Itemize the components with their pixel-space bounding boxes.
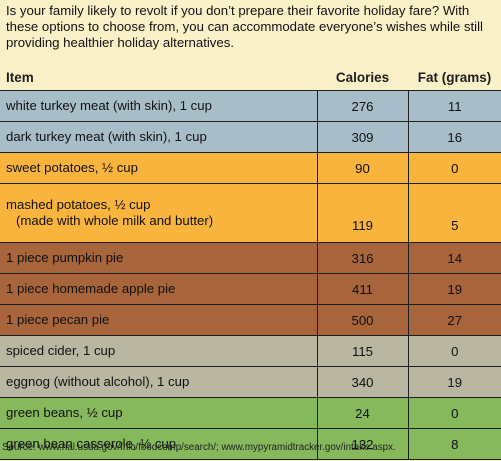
table-row: 1 piece pecan pie 500 27 [0, 304, 501, 336]
item-label-detail: (made with whole milk and butter) [16, 213, 214, 228]
calories-cell: 411 [316, 273, 408, 305]
table-row: green beans, ½ cup 24 0 [0, 397, 501, 429]
fat-cell: 19 [407, 273, 501, 305]
table-row: green bean casserole, ½ cup 132 8 [0, 428, 501, 460]
holiday-food-table: Item Calories Fat (grams) white turkey m… [0, 64, 501, 460]
header-item: Item [0, 64, 317, 91]
fat-cell: 27 [407, 304, 501, 336]
calories-cell: 316 [316, 242, 408, 274]
item-cell: sweet potatoes, ½ cup [0, 152, 317, 184]
calories-cell: 309 [316, 121, 408, 153]
item-label: eggnog (without alcohol), 1 cup [6, 374, 190, 389]
item-cell: green beans, ½ cup [0, 397, 317, 429]
calories-cell: 340 [316, 366, 408, 398]
item-label: 1 piece pumpkin pie [6, 250, 124, 265]
item-label: sweet potatoes, ½ cup [6, 160, 138, 175]
source-note: Source: www.nal.usda.gov/fnic/foodcomp/s… [2, 442, 396, 453]
item-label: green beans, ½ cup [6, 405, 123, 420]
header-calories: Calories [317, 64, 408, 91]
table-row: 1 piece homemade apple pie 411 19 [0, 273, 501, 305]
calories-cell: 24 [316, 397, 408, 429]
calories-cell: 276 [316, 90, 408, 122]
calories-cell: 90 [316, 152, 408, 184]
fat-cell: 11 [407, 90, 501, 122]
item-cell: 1 piece homemade apple pie [0, 273, 317, 305]
fat-cell: 19 [407, 366, 501, 398]
table-row: spiced cider, 1 cup 115 0 [0, 335, 501, 367]
fat-cell: 0 [407, 397, 501, 429]
item-label: white turkey meat (with skin), 1 cup [6, 98, 212, 113]
calories-cell: 115 [316, 335, 408, 367]
fat-cell: 0 [407, 335, 501, 367]
fat-cell: 14 [407, 242, 501, 274]
header-fat: Fat (grams) [408, 64, 501, 91]
table-row: sweet potatoes, ½ cup 90 0 [0, 152, 501, 184]
item-cell: green bean casserole, ½ cup [0, 428, 317, 460]
item-label: 1 piece pecan pie [6, 312, 110, 327]
item-label: dark turkey meat (with skin), 1 cup [6, 129, 207, 144]
calories-cell: 132 [316, 428, 408, 460]
calories-cell: 119 [316, 183, 408, 243]
item-cell: mashed potatoes, ½ cup (made with whole m… [0, 183, 317, 243]
table-row: dark turkey meat (with skin), 1 cup 309 16 [0, 121, 501, 153]
item-cell: white turkey meat (with skin), 1 cup [0, 90, 317, 122]
calories-cell: 500 [316, 304, 408, 336]
item-cell: 1 piece pumpkin pie [0, 242, 317, 274]
item-cell: 1 piece pecan pie [0, 304, 317, 336]
item-label: mashed potatoes, ½ cup [6, 197, 151, 212]
fat-cell: 16 [407, 121, 501, 153]
table-row: 1 piece pumpkin pie 316 14 [0, 242, 501, 274]
item-label: spiced cider, 1 cup [6, 343, 116, 358]
item-cell: dark turkey meat (with skin), 1 cup [0, 121, 317, 153]
table-row: white turkey meat (with skin), 1 cup 276 1… [0, 90, 501, 122]
fat-cell: 8 [407, 428, 501, 460]
table-header-row: Item Calories Fat (grams) [0, 64, 501, 91]
fat-cell: 0 [407, 152, 501, 184]
intro-paragraph: Is your family likely to revolt if you d… [6, 3, 483, 50]
table-row: mashed potatoes, ½ cup (made with whole m… [0, 183, 501, 243]
fat-cell: 5 [407, 183, 501, 243]
table-row: eggnog (without alcohol), 1 cup 340 19 [0, 366, 501, 398]
item-cell: spiced cider, 1 cup [0, 335, 317, 367]
item-label: 1 piece homemade apple pie [6, 281, 176, 296]
item-cell: eggnog (without alcohol), 1 cup [0, 366, 317, 398]
item-label: green bean casserole, ½ cup [6, 436, 177, 451]
